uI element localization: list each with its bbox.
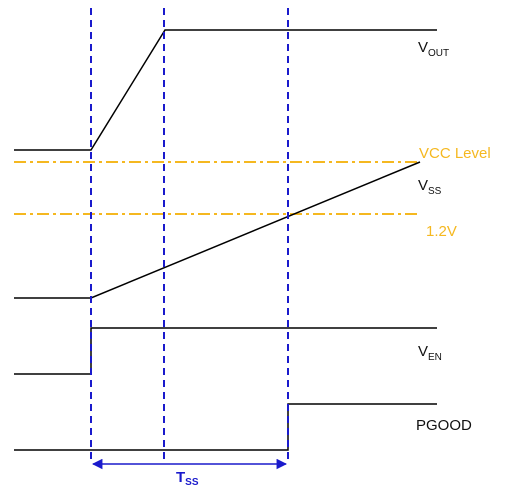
- vout-waveform: [14, 29, 437, 151]
- ven-label: VEN: [418, 343, 442, 363]
- pgood-waveform: [14, 403, 437, 451]
- threshold-level-label: 1.2V: [426, 223, 457, 240]
- vss-waveform: [14, 161, 421, 299]
- pgood-label: PGOOD: [416, 417, 472, 434]
- tss-label: TSS: [176, 469, 199, 488]
- vcc-level-label: VCC Level: [419, 145, 491, 162]
- vout-label: VOUT: [418, 39, 449, 59]
- vss-label: VSS: [418, 177, 442, 197]
- ven-waveform: [14, 327, 437, 375]
